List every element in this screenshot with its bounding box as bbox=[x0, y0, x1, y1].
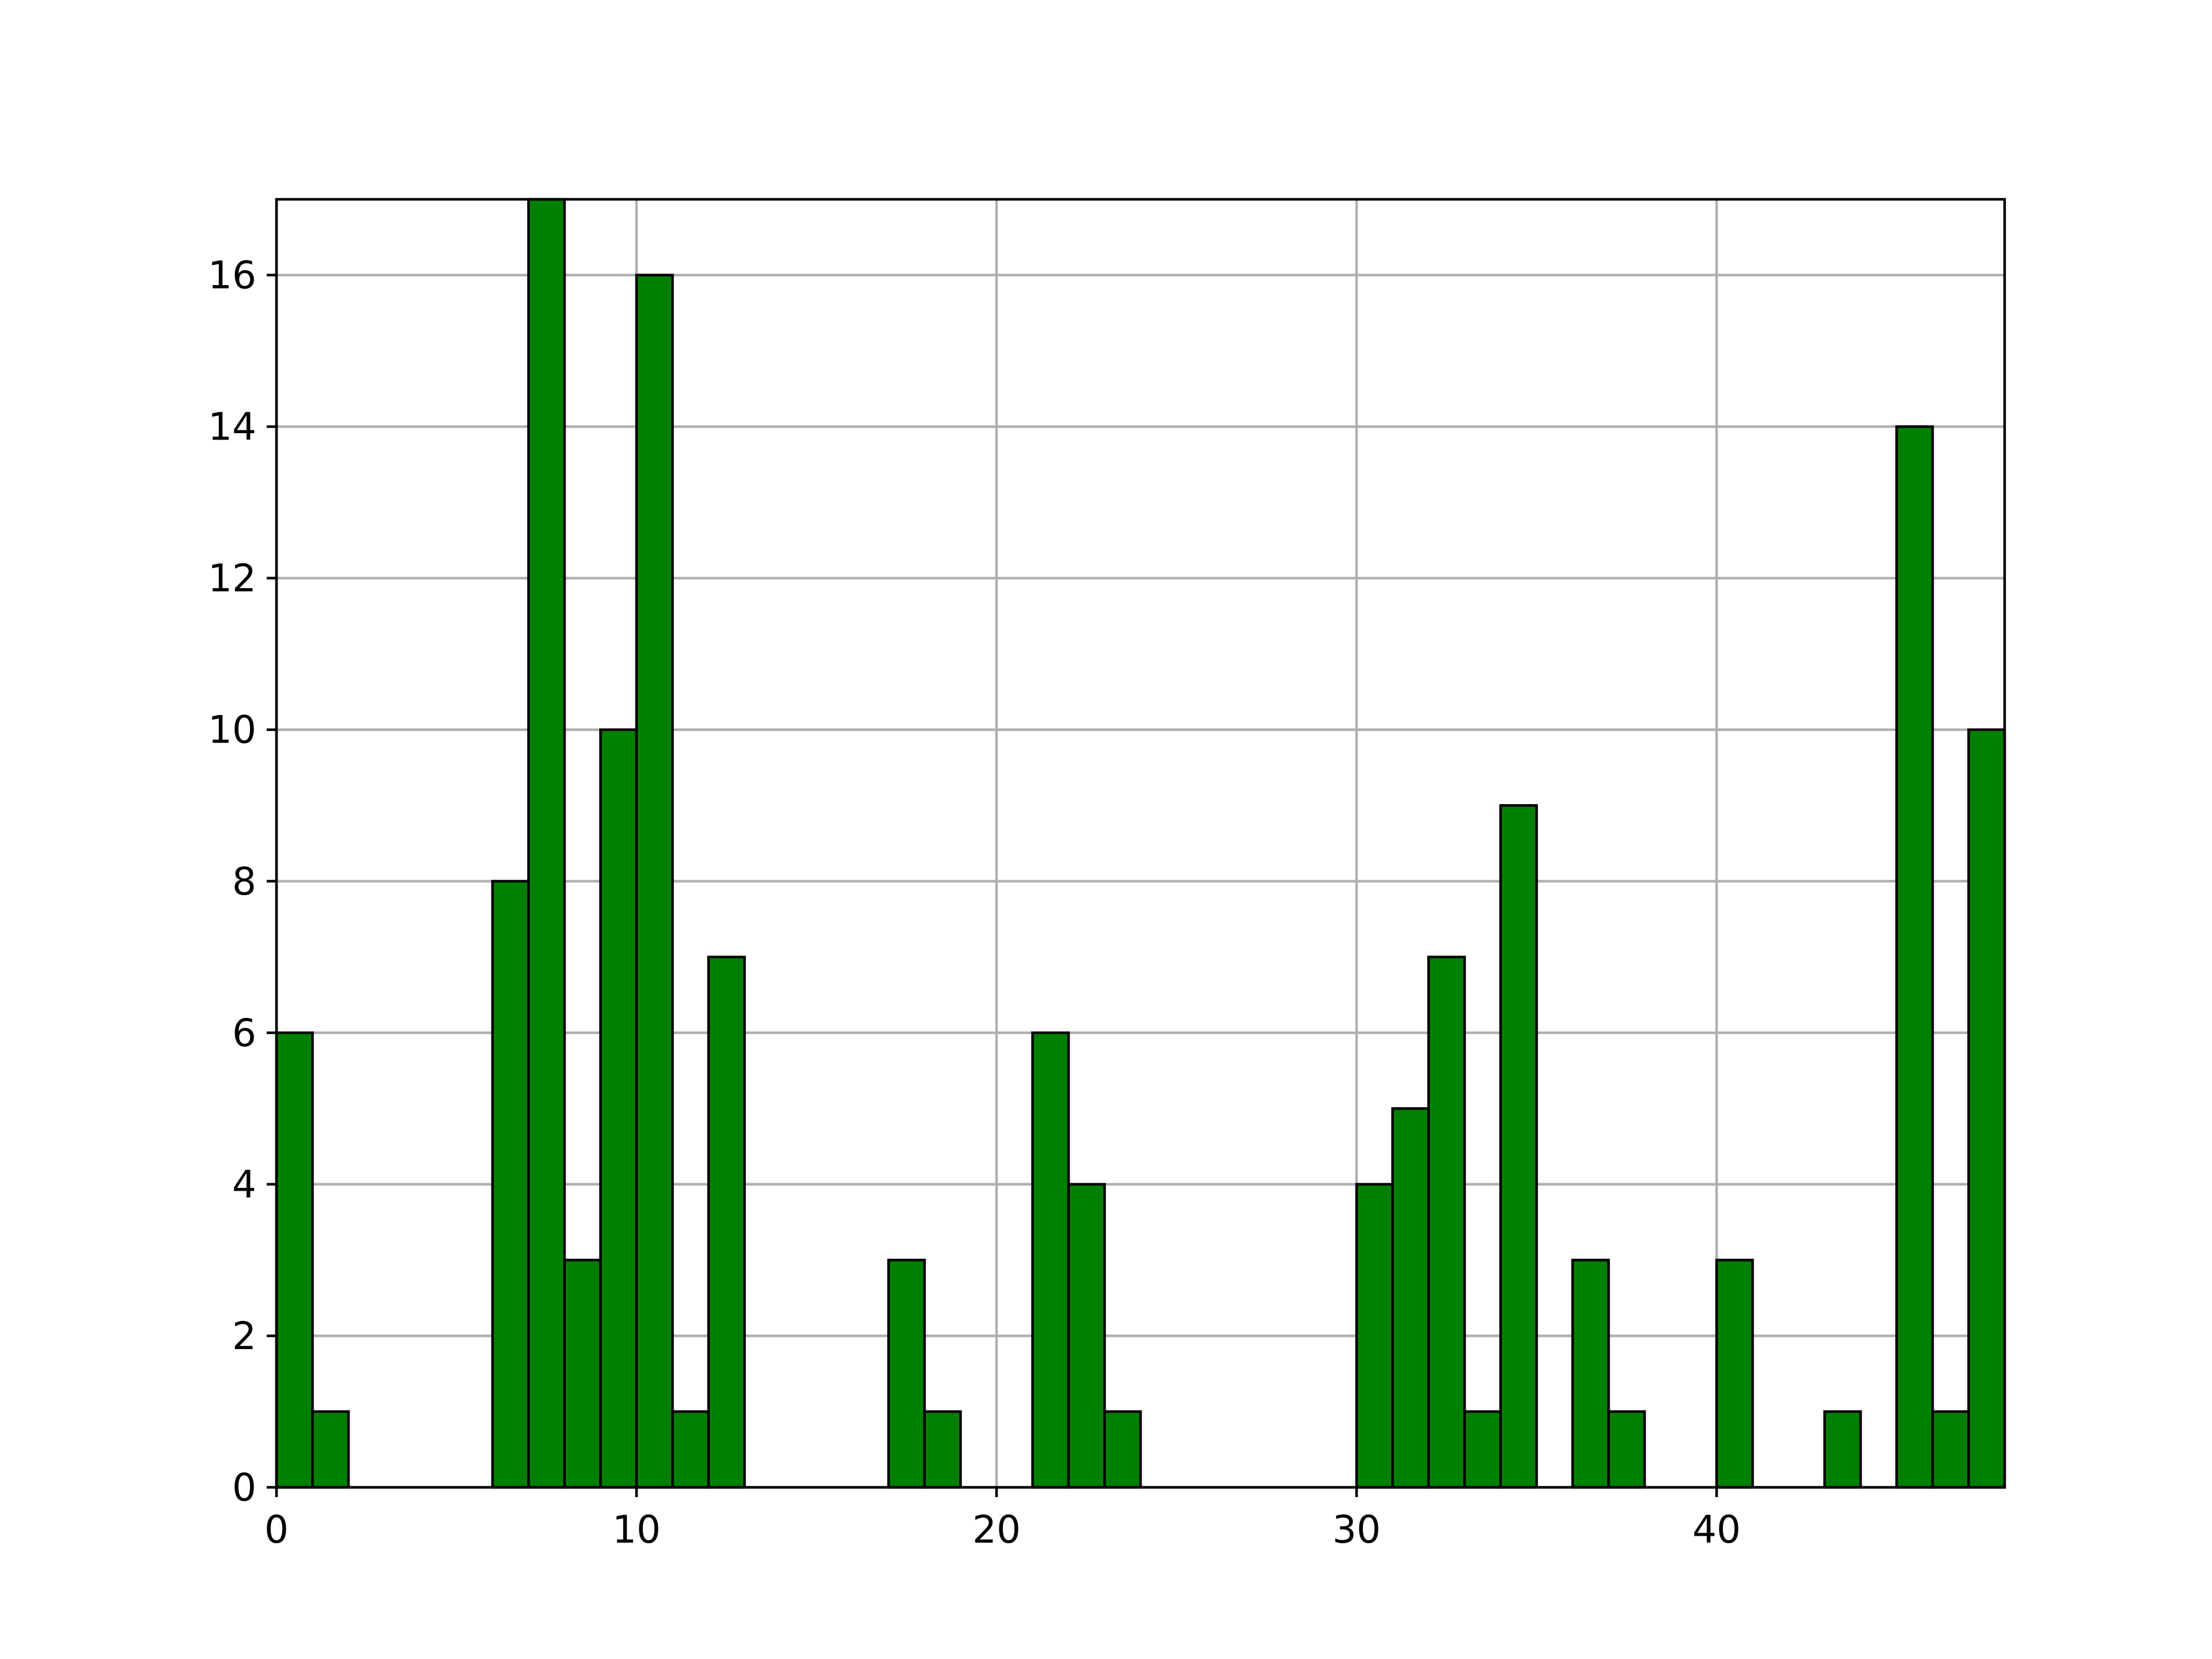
histogram-bar bbox=[1499, 804, 1538, 1489]
y-tick-label: 8 bbox=[232, 859, 256, 904]
histogram-bar bbox=[1031, 1031, 1070, 1489]
y-tick-label: 0 bbox=[232, 1465, 256, 1510]
histogram-bar bbox=[1823, 1410, 1862, 1489]
histogram-bar bbox=[1463, 1410, 1502, 1489]
histogram-bar bbox=[671, 1410, 710, 1489]
histogram-bar bbox=[1967, 728, 2006, 1489]
histogram-bar bbox=[599, 728, 638, 1489]
histogram-bar bbox=[707, 956, 746, 1489]
x-tick-label: 0 bbox=[264, 1508, 289, 1552]
histogram-bar bbox=[1895, 425, 1934, 1489]
histogram-bar bbox=[563, 1259, 602, 1489]
histogram-bar bbox=[1067, 1183, 1106, 1489]
histogram-bar bbox=[311, 1410, 350, 1489]
y-tick-label: 14 bbox=[208, 405, 256, 449]
y-tick-label: 10 bbox=[208, 708, 256, 752]
histogram-bar bbox=[635, 274, 674, 1489]
x-tick-label: 40 bbox=[1692, 1508, 1741, 1552]
histogram-bar bbox=[527, 198, 566, 1489]
y-tick-label: 4 bbox=[232, 1162, 256, 1207]
y-tick-label: 12 bbox=[208, 556, 256, 601]
x-tick-label: 30 bbox=[1332, 1508, 1381, 1552]
histogram-bar bbox=[1355, 1183, 1394, 1489]
histogram-bar bbox=[923, 1410, 962, 1489]
histogram-bar bbox=[1427, 956, 1466, 1489]
histogram-bar bbox=[491, 880, 530, 1489]
x-tick-label: 10 bbox=[612, 1508, 661, 1552]
histogram-bar bbox=[1391, 1107, 1430, 1489]
y-tick-label: 2 bbox=[232, 1314, 256, 1358]
bars bbox=[275, 198, 2006, 1489]
histogram-bar bbox=[1715, 1259, 1754, 1489]
histogram-bar bbox=[1103, 1410, 1142, 1489]
y-tick-label: 6 bbox=[232, 1011, 256, 1055]
tick-labels: 0 10 20 30 40 0 2 4 6 8 10 12 14 16 bbox=[208, 253, 1741, 1552]
histogram-bar bbox=[1607, 1410, 1646, 1489]
axes-frame bbox=[275, 198, 2006, 1489]
histogram-bar bbox=[1571, 1259, 1610, 1489]
histogram-bar bbox=[1931, 1410, 1970, 1489]
histogram-bar bbox=[887, 1259, 926, 1489]
x-tick-label: 20 bbox=[972, 1508, 1021, 1552]
y-tick-label: 16 bbox=[208, 253, 256, 298]
ticks bbox=[267, 274, 1718, 1497]
histogram-bar bbox=[275, 1031, 314, 1489]
